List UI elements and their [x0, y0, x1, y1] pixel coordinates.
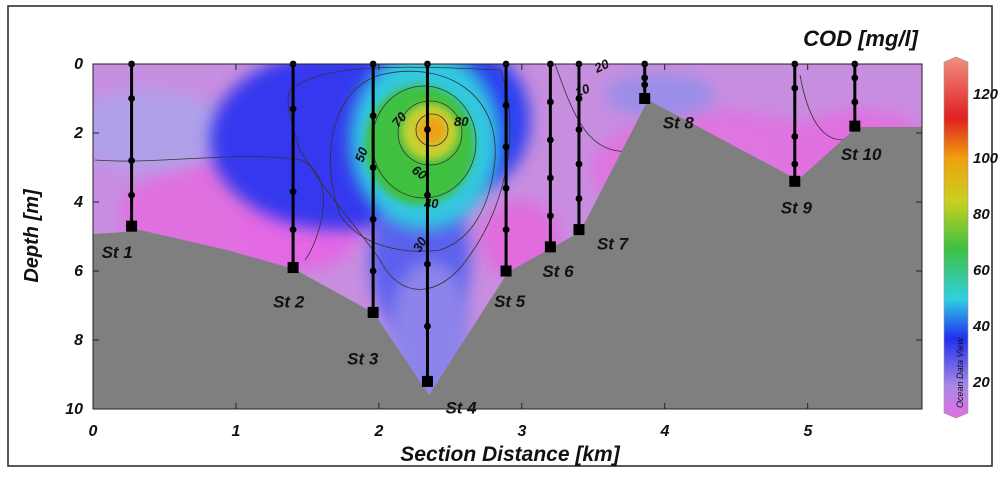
- sample-point: [128, 157, 135, 165]
- station-bottom-marker: [126, 220, 138, 232]
- y-tick-label: 8: [74, 332, 83, 349]
- station-bottom-marker: [367, 306, 379, 318]
- colorbar-tick-label: 80: [973, 206, 990, 223]
- colorbar-body: [943, 56, 969, 419]
- y-tick-label: 10: [65, 401, 83, 418]
- station-label: St 6: [542, 262, 574, 281]
- station-label: St 9: [781, 198, 813, 217]
- x-tick-label: 2: [374, 423, 384, 440]
- station-bottom-marker: [500, 265, 512, 277]
- sample-point: [791, 133, 799, 140]
- colorbar-tick-label: 100: [973, 150, 999, 167]
- station-label: St 8: [663, 114, 695, 133]
- seabed-polygon: [93, 100, 922, 409]
- sample-point: [851, 98, 859, 106]
- y-tick-label: 2: [73, 125, 83, 142]
- sample-point: [369, 164, 377, 171]
- station-label: St 7: [597, 235, 630, 254]
- sample-point: [546, 98, 554, 106]
- station-label: St 3: [347, 349, 379, 368]
- station-bottom-marker: [789, 175, 801, 187]
- sample-point: [424, 191, 431, 199]
- sample-point: [369, 267, 377, 275]
- x-tick-label: 0: [89, 423, 98, 440]
- station-bottom-marker: [421, 375, 433, 387]
- sample-point: [502, 102, 510, 109]
- contour-label: 20: [591, 56, 612, 76]
- sample-point: [546, 136, 554, 144]
- colorbar: Ocean Data View 20 40 60 80 100 120: [943, 56, 999, 419]
- sample-point: [575, 126, 583, 133]
- x-tick-label: 5: [804, 423, 814, 440]
- sample-point: [791, 84, 799, 92]
- contour-label: 40: [423, 196, 439, 211]
- sample-point: [641, 74, 649, 82]
- sample-point: [502, 184, 510, 192]
- station-bottom-marker: [639, 93, 651, 104]
- station-label: St 5: [494, 292, 526, 311]
- contour-label: 50: [352, 145, 371, 164]
- y-tick-label: 6: [74, 263, 83, 280]
- sample-point: [424, 322, 431, 330]
- sample-point: [791, 160, 799, 168]
- sample-point: [575, 195, 583, 202]
- x-axis-label: Section Distance [km]: [400, 443, 620, 466]
- sample-point: [502, 143, 510, 151]
- x-tick-label: 3: [518, 423, 527, 440]
- sample-point: [546, 174, 554, 182]
- chart-title: COD [mg/l]: [803, 26, 919, 51]
- x-tick-label: 1: [232, 423, 241, 440]
- sample-point: [128, 95, 135, 102]
- station-label: St 2: [273, 293, 305, 312]
- sample-point: [128, 191, 135, 199]
- x-tick-label: 4: [660, 423, 670, 440]
- sample-point: [289, 188, 297, 196]
- contour-label: 80: [454, 114, 469, 129]
- y-axis: 0 2 4 6 8 10: [65, 56, 83, 418]
- station-label: St 4: [445, 398, 477, 417]
- sample-point: [424, 126, 431, 133]
- station-bottom-marker: [849, 120, 861, 132]
- sample-point: [502, 226, 510, 234]
- sample-point: [641, 81, 649, 89]
- sample-point: [369, 112, 377, 120]
- sample-point: [289, 226, 297, 234]
- colorbar-tick-label: 120: [973, 86, 999, 103]
- sample-point: [575, 95, 583, 102]
- y-axis-label: Depth [m]: [21, 188, 43, 283]
- colorbar-tick-label: 60: [973, 262, 990, 279]
- colorbar-tick-label: 20: [972, 374, 990, 391]
- sample-point: [851, 74, 859, 82]
- station-bottom-marker: [287, 262, 299, 274]
- sample-point: [289, 105, 297, 113]
- sample-point: [424, 260, 431, 268]
- colorbar-tick-label: 40: [972, 318, 990, 335]
- x-axis: 0 1 2 3 4 5: [89, 423, 814, 440]
- y-tick-label: 0: [74, 56, 83, 73]
- figure-frame: [7, 5, 993, 467]
- plot-frame: [92, 63, 923, 410]
- station-label: St 1: [102, 243, 133, 262]
- axis-ticks: [92, 63, 922, 410]
- station-bottom-marker: [544, 241, 556, 253]
- sample-point: [369, 215, 377, 223]
- sample-point: [546, 212, 554, 220]
- station-label: St 10: [841, 145, 882, 164]
- sample-point: [575, 160, 583, 168]
- y-tick-label: 4: [73, 194, 83, 211]
- colorbar-watermark: Ocean Data View: [955, 338, 965, 408]
- station-bottom-marker: [573, 224, 585, 236]
